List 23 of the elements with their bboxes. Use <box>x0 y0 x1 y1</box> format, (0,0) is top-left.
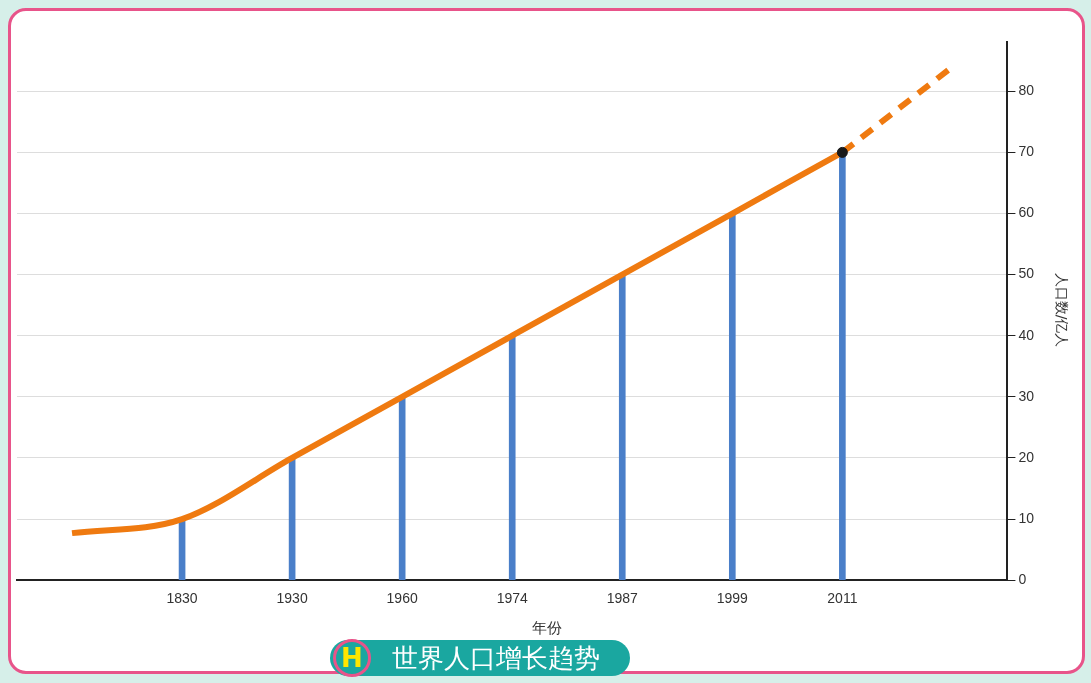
y-tick-label: 80 <box>1018 82 1035 99</box>
x-tick-label: 1999 <box>716 590 749 607</box>
x-tick-label: 2011 <box>827 590 858 607</box>
text: 世界人口增长趋势 <box>392 643 600 673</box>
bar <box>618 274 626 581</box>
x-tick-label: 1960 <box>386 590 418 607</box>
bar <box>508 335 516 581</box>
y-tick-label: 20 <box>1018 448 1035 465</box>
y-tick-label: 50 <box>1018 265 1035 282</box>
y-axis-title: 人口数/亿人 <box>1053 271 1070 350</box>
x-axis-title: 年份 <box>530 619 563 638</box>
bar <box>728 213 736 581</box>
x-tick-label: 1930 <box>276 590 308 607</box>
y-tick-label: 10 <box>1018 509 1035 526</box>
x-tick-label: 1830 <box>166 590 198 607</box>
y-tick-label: 0 <box>1018 571 1027 588</box>
text: H <box>333 639 371 677</box>
x-tick-label: 1974 <box>496 590 528 607</box>
y-tick-label: 30 <box>1018 387 1035 404</box>
y-tick-label: 60 <box>1018 204 1035 221</box>
y-tick-label: 40 <box>1018 326 1035 343</box>
x-tick-label: 1987 <box>606 590 639 607</box>
y-tick-label: 70 <box>1018 143 1035 160</box>
